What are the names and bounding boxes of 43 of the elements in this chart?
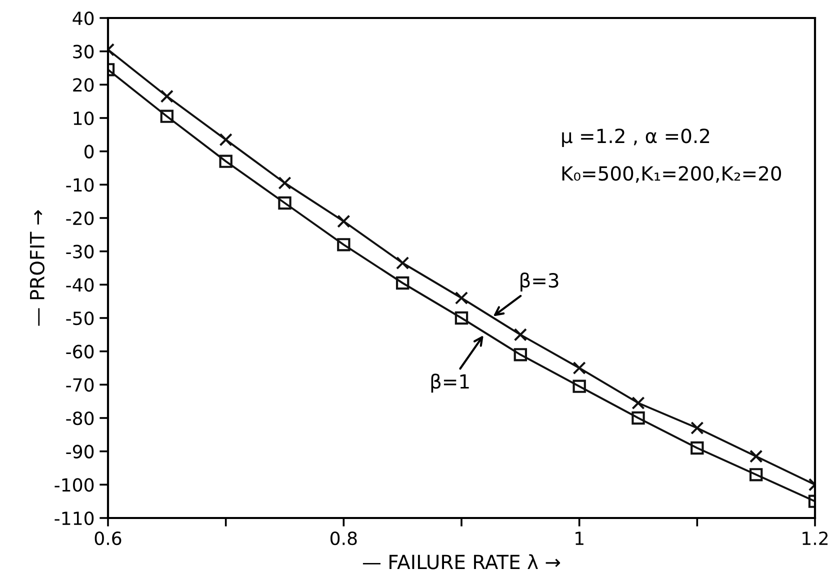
point	[749, 450, 763, 463]
point	[749, 468, 763, 482]
x-tick-label: 0.6	[94, 532, 122, 546]
y-tick-label: -90	[66, 444, 94, 458]
y-tick-label: 0	[84, 144, 94, 158]
annotation: β=1	[431, 374, 469, 393]
point	[337, 238, 350, 252]
point	[278, 176, 292, 190]
point	[514, 328, 528, 342]
point	[454, 311, 468, 325]
y-tick-label: -100	[54, 478, 94, 492]
annotation: β=3	[520, 272, 558, 292]
annotation: μ =1.2 , α =0.2	[562, 128, 710, 148]
y-tick-label: -50	[66, 311, 94, 326]
x-tick-label: 1	[576, 532, 584, 545]
y-tick-label: 40	[72, 11, 94, 26]
x-tick-label: 1.2	[802, 532, 828, 545]
point	[396, 276, 410, 290]
annotation: K₀=500,K₁=200,K₂=20	[562, 166, 782, 183]
point	[572, 380, 586, 393]
y-tick-label: -60	[66, 344, 94, 358]
x-axis-title: — FAILURE RATE λ →	[362, 554, 560, 570]
point	[632, 396, 645, 410]
point	[690, 441, 704, 455]
y-tick-label: 20	[73, 78, 94, 92]
y-tick-label: -30	[66, 244, 94, 258]
y-tick-label: -10	[66, 178, 94, 192]
y-axis-title: — PROFIT →	[30, 210, 45, 326]
x-tick-label: 0.8	[330, 532, 357, 546]
y-tick-label: -40	[66, 278, 94, 292]
point	[632, 411, 645, 425]
point	[572, 361, 586, 375]
y-tick-label: -80	[66, 411, 94, 426]
y-tick-label: 30	[73, 44, 94, 58]
point	[160, 110, 174, 123]
y-tick-label: 10	[74, 111, 94, 126]
point	[278, 196, 292, 210]
y-tick-label: -110	[54, 511, 94, 526]
point	[690, 421, 704, 435]
y-tick-label: -70	[66, 378, 94, 392]
point	[514, 348, 528, 362]
point	[219, 154, 232, 168]
y-tick-label: -20	[66, 211, 94, 226]
